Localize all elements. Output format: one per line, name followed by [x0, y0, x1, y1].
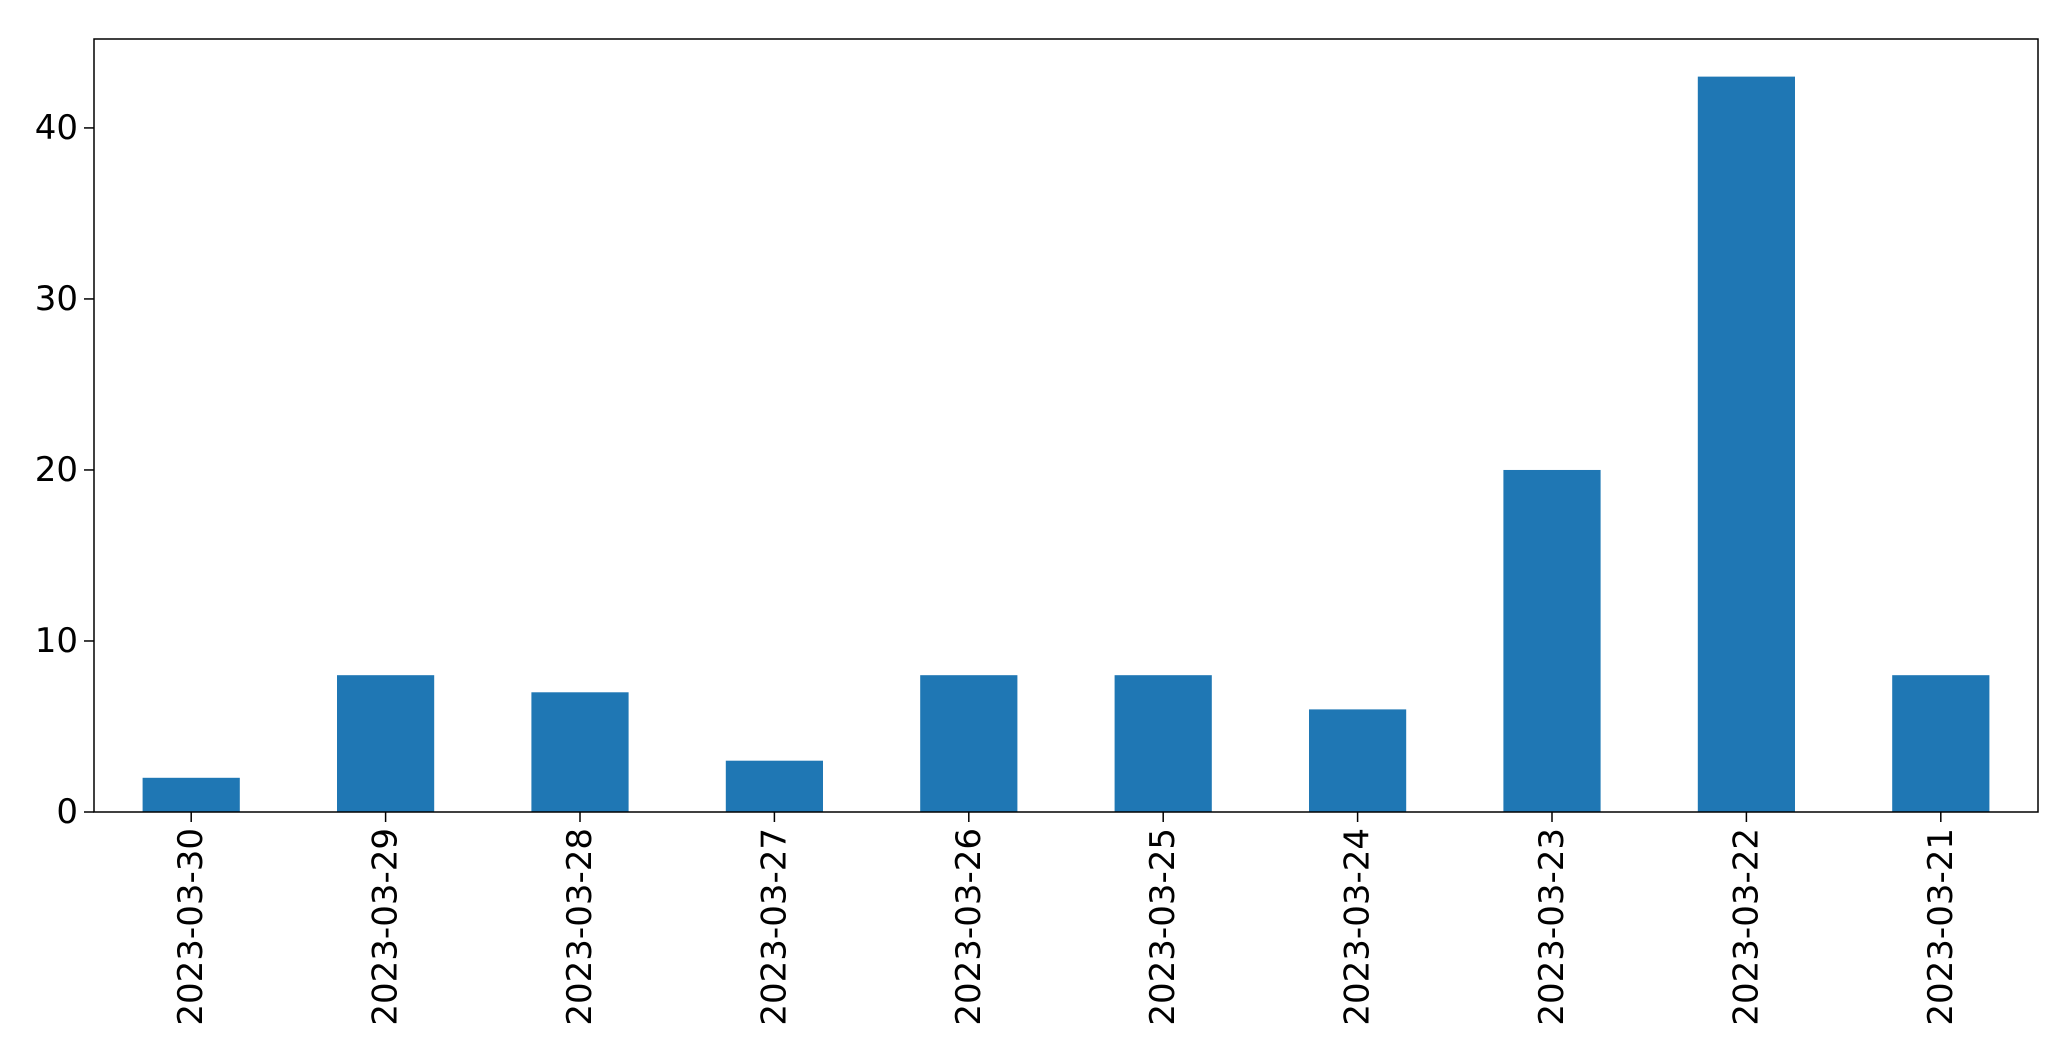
bar-2023-03-26	[920, 675, 1018, 812]
bar-2023-03-28	[531, 692, 629, 812]
x-tick-label: 2023-03-28	[560, 828, 600, 1026]
y-tick-label: 30	[35, 279, 78, 319]
x-tick-label: 2023-03-29	[366, 828, 406, 1026]
x-tick-label: 2023-03-25	[1143, 828, 1183, 1026]
x-tick-label: 2023-03-26	[949, 828, 989, 1026]
x-tick-label: 2023-03-22	[1726, 828, 1766, 1026]
bar-2023-03-24	[1309, 709, 1407, 812]
bar-2023-03-21	[1892, 675, 1990, 812]
x-tick-label: 2023-03-30	[171, 828, 211, 1026]
bar-2023-03-30	[142, 777, 240, 812]
y-tick-label: 40	[35, 108, 78, 148]
plot-frame	[93, 38, 2039, 813]
x-axis: 2023-03-30 2023-03-29 2023-03-28 2023-03-27…	[171, 812, 1961, 1026]
bar-2023-03-23	[1503, 469, 1601, 812]
x-tick-label: 2023-03-24	[1338, 828, 1378, 1026]
y-tick-label: 20	[35, 450, 78, 490]
bar-2023-03-22	[1697, 76, 1795, 812]
x-tick-label: 2023-03-27	[754, 828, 794, 1026]
bar-2023-03-25	[1114, 675, 1212, 812]
y-tick-label: 0	[56, 792, 78, 832]
x-tick-label: 2023-03-21	[1921, 828, 1961, 1026]
x-tick-label: 2023-03-23	[1532, 828, 1572, 1026]
y-tick-label: 10	[35, 621, 78, 661]
bars-group	[142, 76, 1990, 812]
bar-2023-03-27	[725, 760, 823, 812]
bar-2023-03-29	[337, 675, 435, 812]
y-axis: 0 10 20 30 40	[35, 108, 94, 832]
